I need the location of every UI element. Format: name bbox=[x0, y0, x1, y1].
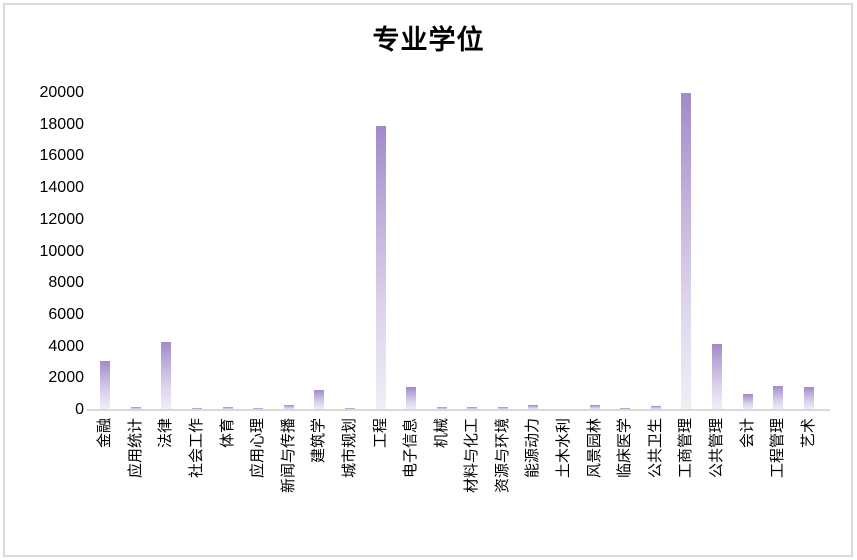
x-tick-label-艺术: 艺术 bbox=[799, 418, 817, 449]
bar-会计 bbox=[742, 394, 753, 410]
x-tick-label-机械: 机械 bbox=[432, 418, 450, 449]
bar-建筑学 bbox=[314, 390, 325, 410]
bar-风景园林 bbox=[589, 404, 600, 410]
x-axis-line bbox=[87, 409, 830, 411]
bar-能源动力 bbox=[528, 404, 539, 410]
x-tick-label-体育: 体育 bbox=[218, 418, 236, 449]
x-tick-label-应用心理: 应用心理 bbox=[249, 418, 267, 479]
bar-机械 bbox=[436, 407, 447, 410]
x-tick-label-能源动力: 能源动力 bbox=[524, 418, 542, 479]
x-tick-label-材料与化工: 材料与化工 bbox=[463, 418, 481, 494]
y-tick-label: 12000 bbox=[39, 210, 85, 228]
y-tick-label: 8000 bbox=[48, 274, 84, 292]
x-tick-label-资源与环境: 资源与环境 bbox=[493, 418, 511, 494]
x-tick-label-公共卫生: 公共卫生 bbox=[646, 418, 664, 479]
bar-法律 bbox=[161, 341, 172, 410]
y-tick-label: 2000 bbox=[48, 369, 84, 387]
x-tick-label-金融: 金融 bbox=[96, 418, 114, 449]
y-tick-label: 4000 bbox=[48, 337, 84, 355]
y-tick-label: 18000 bbox=[39, 115, 85, 133]
bar-资源与环境 bbox=[497, 407, 508, 410]
x-tick-label-社会工作: 社会工作 bbox=[188, 418, 206, 479]
x-tick-label-城市规划: 城市规划 bbox=[340, 418, 358, 479]
x-tick-label-工程: 工程 bbox=[371, 418, 389, 449]
bar-应用统计 bbox=[130, 406, 141, 410]
y-tick-label: 6000 bbox=[48, 305, 84, 323]
x-tick-label-建筑学: 建筑学 bbox=[310, 418, 328, 464]
bar-艺术 bbox=[803, 386, 814, 410]
bar-材料与化工 bbox=[467, 406, 478, 410]
chart-title: 专业学位 bbox=[372, 25, 485, 55]
bar-临床医学 bbox=[620, 407, 631, 410]
bar-公共管理 bbox=[711, 344, 722, 410]
bar-体育 bbox=[222, 407, 233, 410]
y-tick-label: 10000 bbox=[39, 242, 85, 260]
x-tick-label-风景园林: 风景园林 bbox=[585, 418, 603, 479]
y-tick-label: 14000 bbox=[39, 179, 85, 197]
x-tick-label-新闻与传播: 新闻与传播 bbox=[279, 418, 297, 494]
y-tick-label: 0 bbox=[75, 401, 84, 418]
bar-工商管理 bbox=[681, 93, 692, 410]
x-tick-label-法律: 法律 bbox=[157, 418, 175, 449]
bar-应用心理 bbox=[253, 407, 264, 410]
bar-新闻与传播 bbox=[283, 404, 294, 410]
y-tick-label: 16000 bbox=[39, 147, 85, 165]
y-tick-label: 20000 bbox=[39, 84, 85, 101]
bar-社会工作 bbox=[192, 407, 203, 410]
bar-公共卫生 bbox=[650, 406, 661, 410]
bar-城市规划 bbox=[344, 407, 355, 410]
bar-电子信息 bbox=[406, 386, 417, 410]
x-tick-label-工程管理: 工程管理 bbox=[769, 418, 787, 479]
bar-工程管理 bbox=[773, 386, 784, 410]
x-tick-label-土木水利: 土木水利 bbox=[555, 418, 573, 479]
x-tick-label-公共管理: 公共管理 bbox=[707, 418, 725, 479]
x-tick-label-会计: 会计 bbox=[738, 418, 756, 449]
bar-金融 bbox=[100, 360, 111, 410]
x-tick-label-应用统计: 应用统计 bbox=[126, 418, 144, 479]
x-tick-label-临床医学: 临床医学 bbox=[616, 418, 634, 479]
x-tick-label-电子信息: 电子信息 bbox=[402, 418, 420, 479]
x-tick-label-工商管理: 工商管理 bbox=[677, 418, 695, 479]
bar-工程 bbox=[375, 126, 386, 410]
